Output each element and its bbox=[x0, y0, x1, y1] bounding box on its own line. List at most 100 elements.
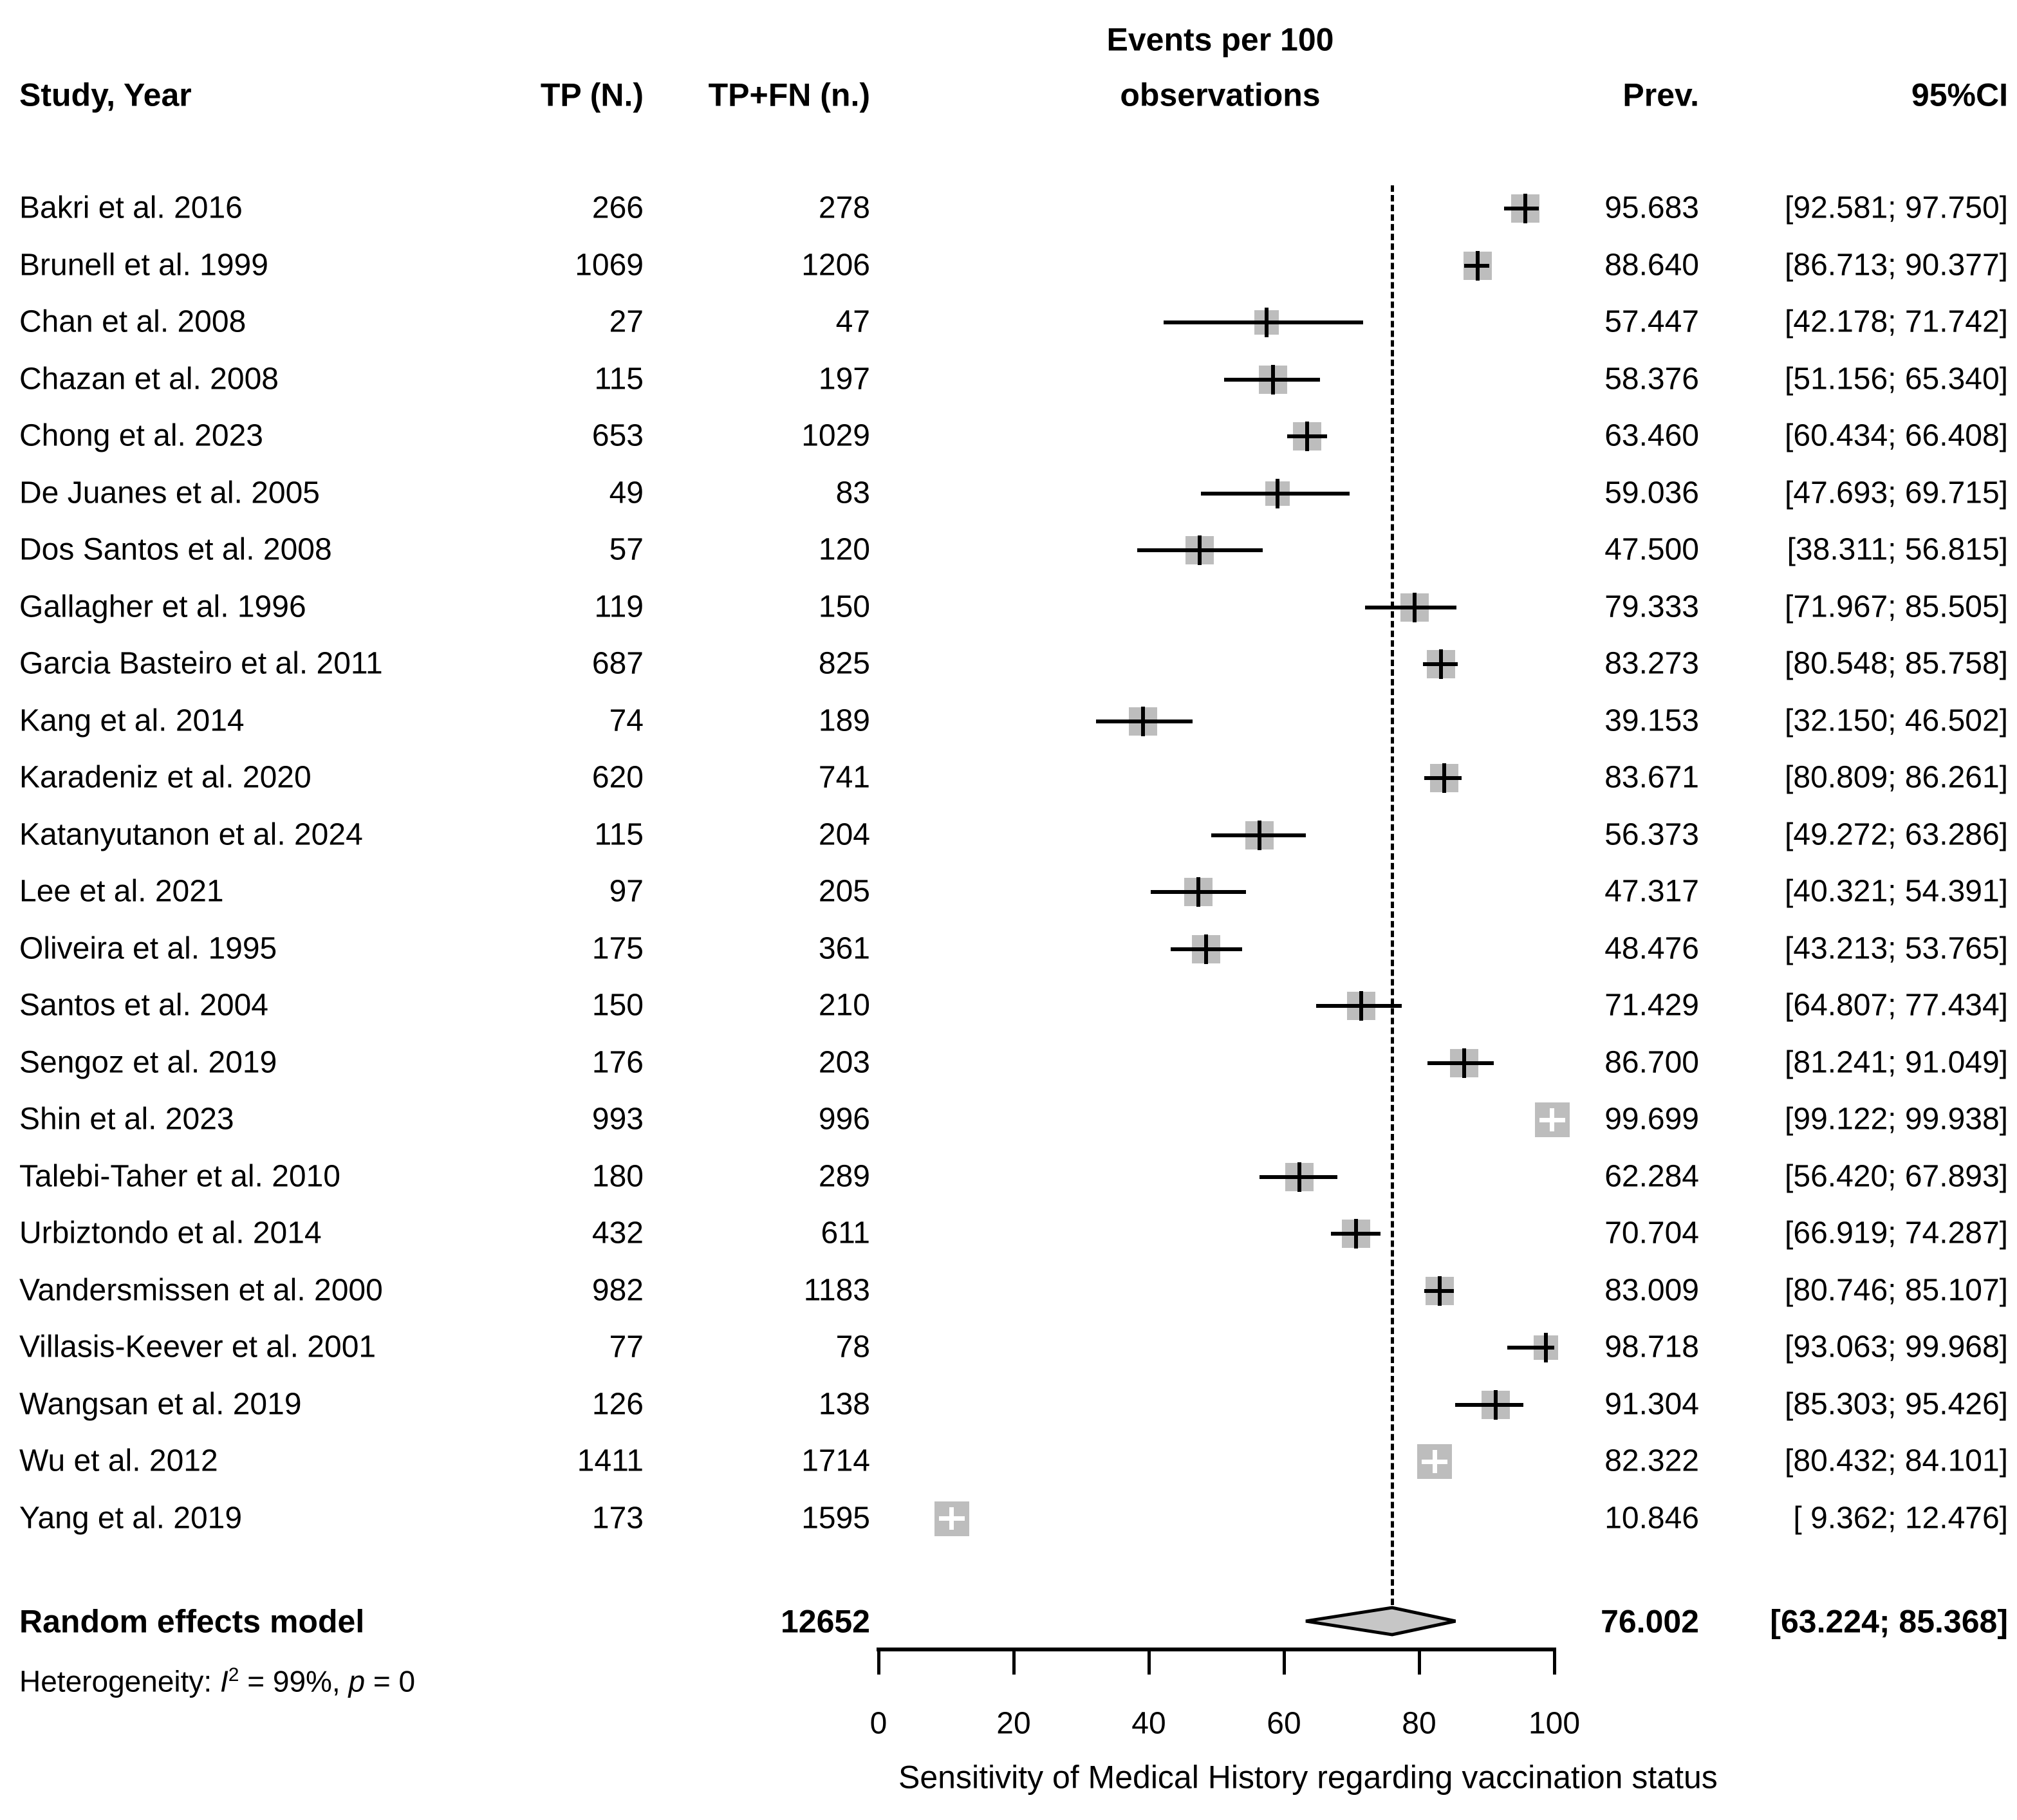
tpfn-value: 138 bbox=[818, 1387, 870, 1422]
effect-tick bbox=[1493, 1389, 1498, 1420]
prev-value: 98.718 bbox=[1604, 1330, 1699, 1364]
ci-value: [85.303; 95.426] bbox=[1785, 1387, 2008, 1422]
x-tick-label: 60 bbox=[1267, 1706, 1301, 1741]
ci-value: [66.919; 74.287] bbox=[1785, 1216, 2008, 1250]
tpfn-value: 78 bbox=[835, 1330, 870, 1364]
summary-label: Random effects model bbox=[19, 1603, 365, 1640]
x-tick bbox=[1147, 1648, 1151, 1675]
tp-value: 49 bbox=[609, 476, 644, 510]
heterogeneity-suffix: = 0 bbox=[365, 1664, 416, 1698]
prev-value: 99.699 bbox=[1604, 1102, 1699, 1137]
white-cross-v bbox=[1432, 1450, 1437, 1473]
ci-value: [38.311; 56.815] bbox=[1787, 532, 2008, 567]
tpfn-value: 611 bbox=[821, 1216, 870, 1250]
tp-value: 266 bbox=[591, 190, 644, 225]
study-name-label: Chazan et al. 2008 bbox=[19, 362, 279, 396]
tpfn-value: 205 bbox=[818, 874, 870, 909]
tp-value: 115 bbox=[594, 817, 644, 852]
tpfn-value: 204 bbox=[818, 817, 870, 852]
ci-value: [56.420; 67.893] bbox=[1785, 1159, 2008, 1194]
tpfn-value: 47 bbox=[835, 304, 870, 339]
ci-value: [60.434; 66.408] bbox=[1785, 418, 2008, 453]
prev-value: 48.476 bbox=[1604, 931, 1699, 966]
ci-value: [81.241; 91.049] bbox=[1785, 1045, 2008, 1080]
effect-tick bbox=[1196, 877, 1200, 907]
study-name-label: Katanyutanon et al. 2024 bbox=[19, 817, 363, 852]
x-tick-label: 100 bbox=[1528, 1706, 1581, 1741]
tp-value: 97 bbox=[609, 874, 644, 909]
ci-value: [80.548; 85.758] bbox=[1785, 646, 2008, 681]
tp-value: 74 bbox=[609, 703, 644, 738]
column-header-events-line1: Events per 100 bbox=[1106, 21, 1334, 58]
tp-value: 993 bbox=[591, 1102, 644, 1137]
effect-tick bbox=[1439, 649, 1444, 679]
tp-value: 77 bbox=[609, 1330, 644, 1364]
effect-tick bbox=[1265, 308, 1269, 337]
x-tick bbox=[1012, 1648, 1016, 1675]
tp-value: 119 bbox=[594, 590, 644, 624]
effect-tick bbox=[1359, 991, 1363, 1021]
heterogeneity-note: Heterogeneity: I2 = 99%, p = 0 bbox=[19, 1664, 415, 1698]
study-name-label: Kang et al. 2014 bbox=[19, 703, 245, 738]
ci-value: [49.272; 63.286] bbox=[1785, 817, 2008, 852]
effect-tick bbox=[1354, 1219, 1359, 1249]
prev-value: 63.460 bbox=[1604, 418, 1699, 453]
heterogeneity-i-symbol: I bbox=[219, 1664, 228, 1698]
tpfn-value: 289 bbox=[818, 1159, 870, 1194]
x-tick bbox=[1417, 1648, 1421, 1675]
prev-value: 91.304 bbox=[1604, 1387, 1699, 1422]
study-name-label: Shin et al. 2023 bbox=[19, 1102, 234, 1137]
study-name-label: Talebi-Taher et al. 2010 bbox=[19, 1159, 340, 1194]
summary-ci-value: [63.224; 85.368] bbox=[1770, 1603, 2008, 1640]
tpfn-value: 996 bbox=[818, 1102, 870, 1137]
prev-value: 86.700 bbox=[1604, 1045, 1699, 1080]
ci-value: [92.581; 97.750] bbox=[1785, 190, 2008, 225]
study-name-label: Wangsan et al. 2019 bbox=[19, 1387, 302, 1422]
prev-value: 39.153 bbox=[1604, 703, 1699, 738]
heterogeneity-i-superscript: 2 bbox=[228, 1664, 239, 1686]
ci-value: [80.746; 85.107] bbox=[1785, 1273, 2008, 1308]
summary-diamond bbox=[1305, 1606, 1456, 1637]
tpfn-value: 278 bbox=[818, 190, 870, 225]
study-name-label: De Juanes et al. 2005 bbox=[19, 476, 320, 510]
ci-line bbox=[1504, 207, 1539, 210]
tp-value: 653 bbox=[591, 418, 644, 453]
study-name-label: Urbiztondo et al. 2014 bbox=[19, 1216, 322, 1250]
tpfn-value: 361 bbox=[818, 931, 870, 966]
heterogeneity-mid-text: = 99%, bbox=[239, 1664, 349, 1698]
prev-value: 82.322 bbox=[1604, 1444, 1699, 1478]
tp-value: 173 bbox=[591, 1501, 644, 1536]
prev-value: 79.333 bbox=[1604, 590, 1699, 624]
effect-tick bbox=[1442, 763, 1446, 793]
effect-tick bbox=[1412, 592, 1417, 622]
ci-value: [64.807; 77.434] bbox=[1785, 988, 2008, 1023]
ci-value: [43.213; 53.765] bbox=[1785, 931, 2008, 966]
tp-value: 176 bbox=[591, 1045, 644, 1080]
prev-value: 83.009 bbox=[1604, 1273, 1699, 1308]
tp-value: 432 bbox=[591, 1216, 644, 1250]
heterogeneity-prefix: Heterogeneity: bbox=[19, 1664, 220, 1698]
effect-tick bbox=[1543, 1333, 1548, 1362]
ci-line bbox=[1507, 1346, 1554, 1350]
prev-value: 57.447 bbox=[1604, 304, 1699, 339]
ci-line bbox=[1427, 1061, 1494, 1065]
effect-tick bbox=[1523, 194, 1527, 223]
ci-value: [80.809; 86.261] bbox=[1785, 760, 2008, 795]
study-name-label: Santos et al. 2004 bbox=[19, 988, 268, 1023]
prev-value: 10.846 bbox=[1604, 1501, 1699, 1536]
tp-value: 180 bbox=[591, 1159, 644, 1194]
effect-tick bbox=[1141, 706, 1146, 736]
ci-value: [32.150; 46.502] bbox=[1785, 703, 2008, 738]
ci-value: [40.321; 54.391] bbox=[1785, 874, 2008, 909]
x-tick bbox=[877, 1648, 880, 1675]
x-axis-label: Sensitivity of Medical History regarding… bbox=[898, 1759, 1718, 1796]
study-name-label: Vandersmissen et al. 2000 bbox=[19, 1273, 383, 1308]
effect-tick bbox=[1270, 364, 1275, 395]
x-tick bbox=[1282, 1648, 1286, 1675]
tp-value: 175 bbox=[591, 931, 644, 966]
white-cross-v bbox=[949, 1507, 954, 1530]
tpfn-value: 1595 bbox=[801, 1501, 870, 1536]
prev-value: 83.273 bbox=[1604, 646, 1699, 681]
tpfn-value: 203 bbox=[818, 1045, 870, 1080]
